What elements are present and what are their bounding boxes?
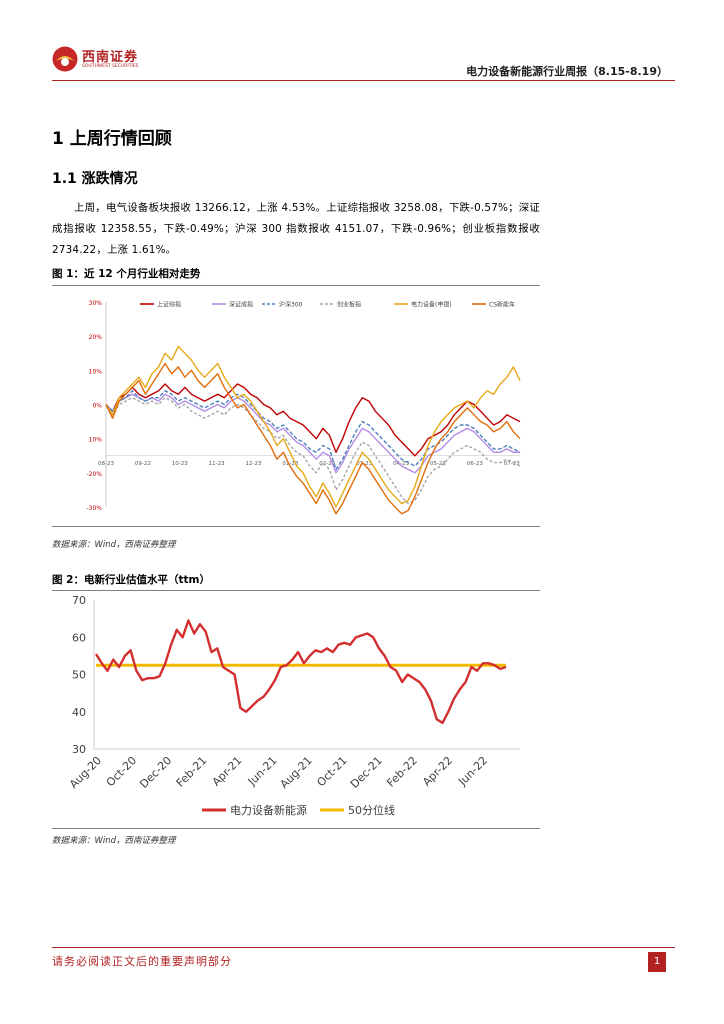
y-tick-label: 50 xyxy=(72,669,86,682)
x-tick-label: 01-23 xyxy=(282,461,298,467)
x-tick-label: 08-23 xyxy=(98,461,114,467)
series-line xyxy=(105,345,521,508)
x-tick-label: 10-23 xyxy=(172,461,188,467)
legend-label: 电力设备(申银) xyxy=(411,301,452,309)
figure2-source: 数据来源：Wind，西南证券整理 xyxy=(52,836,176,846)
legend-label: 50分位线 xyxy=(348,803,395,817)
brand-name: 西南证券 xyxy=(82,50,139,65)
x-tick-label: Aug-20 xyxy=(67,754,104,791)
disclaimer-notice: 请务必阅读正文后的重要声明部分 xyxy=(52,955,232,968)
y-tick-label: -30% xyxy=(86,505,102,512)
section-heading: 1 上周行情回顾 xyxy=(52,129,172,149)
series-line xyxy=(105,396,521,505)
header-divider xyxy=(52,80,675,81)
x-tick-label: Apr-21 xyxy=(210,754,245,789)
logo-emblem-icon xyxy=(52,46,78,72)
y-tick-label: 30 xyxy=(72,743,86,756)
x-tick-label: 11-23 xyxy=(209,461,225,467)
figure2-bottom-rule xyxy=(52,828,540,829)
figure1-bottom-rule xyxy=(52,526,540,527)
x-tick-label: Oct-20 xyxy=(104,754,139,789)
y-tick-label: 60 xyxy=(72,631,86,644)
x-tick-label: 09-22 xyxy=(135,461,151,467)
x-tick-label: Feb-21 xyxy=(174,754,210,790)
x-tick-label: 04-23 xyxy=(393,461,409,467)
legend-label: CS新能车 xyxy=(489,301,515,309)
series-line xyxy=(94,619,507,725)
legend-label: 沪深300 xyxy=(279,301,303,309)
x-tick-label: Jun-22 xyxy=(455,754,490,789)
summary-paragraph: 上周，电气设备板块报收 13266.12，上涨 4.53%。上证综指报收 325… xyxy=(52,202,540,256)
x-tick-label: 06-23 xyxy=(467,461,483,467)
y-tick-label: 70 xyxy=(72,594,86,607)
x-tick-label: Dec-21 xyxy=(348,754,385,791)
series-line xyxy=(105,383,521,457)
legend-label: 上证综指 xyxy=(157,301,181,309)
x-tick-label: Aug-21 xyxy=(278,754,315,791)
x-tick-label: 02-23 xyxy=(319,461,335,467)
y-tick-label: 40 xyxy=(72,706,86,719)
legend-label: 深证成指 xyxy=(229,301,253,309)
x-tick-label: Jun-21 xyxy=(245,754,280,789)
x-tick-label: Dec-20 xyxy=(137,754,174,791)
report-title: 电力设备新能源行业周报（8.15-8.19） xyxy=(466,65,668,78)
y-tick-label: 0% xyxy=(92,403,102,410)
y-tick-label: 20% xyxy=(89,334,103,341)
footer-divider xyxy=(52,947,675,948)
x-tick-label: Feb-22 xyxy=(384,754,420,790)
relative-trend-chart: 30% 20% 10% 0% 10% -20% -30% 08-23 09-22 10-23 11-… xyxy=(86,300,521,515)
figure1-source: 数据来源：Wind，西南证券整理 xyxy=(52,540,176,550)
series-line xyxy=(105,390,521,471)
brand-subname: SOUTHWEST SECURITIES xyxy=(82,64,139,69)
legend-label: 创业板指 xyxy=(337,301,361,309)
x-tick-label: Apr-22 xyxy=(420,754,455,789)
y-tick-label: 10% xyxy=(89,368,103,375)
y-tick-label: -20% xyxy=(86,471,102,478)
figure1-top-rule xyxy=(52,285,540,286)
x-tick-label: 07-23 xyxy=(504,461,520,467)
x-tick-label: Oct-21 xyxy=(314,754,349,789)
brand-logo: 西南证券 SOUTHWEST SECURITIES xyxy=(52,44,152,74)
page-number: 1 xyxy=(648,952,666,972)
x-tick-label: 05-23 xyxy=(430,461,446,467)
x-tick-label: 03-23 xyxy=(356,461,372,467)
series-line xyxy=(105,393,520,474)
figure2-title: 图 2：电新行业估值水平（ttm） xyxy=(52,574,210,586)
legend-label: 电力设备新能源 xyxy=(230,803,307,817)
figure1-title: 图 1：近 12 个月行业相对走势 xyxy=(52,268,201,280)
series-line xyxy=(105,362,521,515)
figure2-top-rule xyxy=(52,590,540,591)
x-tick-label: 12-23 xyxy=(246,461,262,467)
y-tick-label: 30% xyxy=(89,300,103,307)
subsection-heading: 1.1 涨跌情况 xyxy=(52,171,138,187)
y-tick-label: 10% xyxy=(89,437,103,444)
